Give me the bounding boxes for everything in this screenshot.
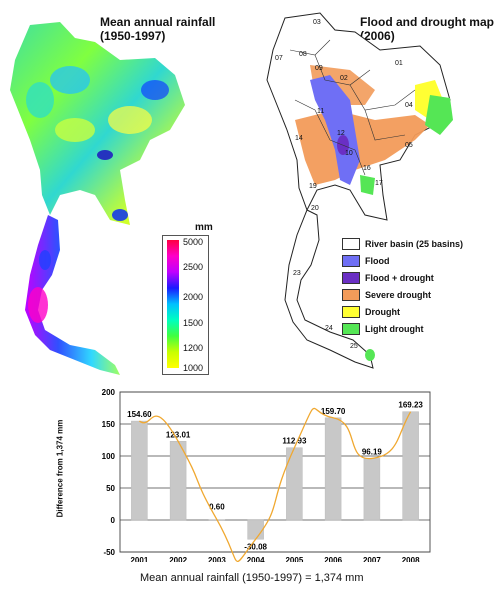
chart-y-tick-label: 200 — [102, 388, 116, 397]
basin-label-08: 08 — [299, 51, 307, 58]
legend-swatch — [342, 254, 360, 267]
legend-swatch — [342, 305, 360, 318]
colorbar-tick-1000: 1000 — [183, 363, 204, 373]
rainfall-title-line2: (1950-1997) — [100, 29, 166, 43]
chart-x-tick-label: 2005 — [285, 556, 303, 562]
chart-bar-2005 — [286, 447, 303, 521]
chart-x-tick-label: 2004 — [247, 556, 265, 562]
rainfall-title-line1: Mean annual rainfall — [100, 15, 216, 29]
colorbar-frame: 5000 2500 2000 1500 1200 1000 — [162, 235, 209, 375]
chart-value-label: 0.60 — [209, 503, 225, 512]
chart-bar-2004 — [247, 519, 264, 540]
rainfall-map-title: Mean annual rainfall (1950-1997) — [100, 15, 215, 43]
legend-item: Drought — [342, 304, 472, 319]
colorbar-tick-2500: 2500 — [183, 262, 204, 272]
legend-item: Severe drought — [342, 287, 472, 302]
chart-bar-2001 — [131, 420, 148, 521]
legend-label: Severe drought — [365, 289, 432, 300]
legend-swatch — [342, 237, 360, 250]
legend-label: Light drought — [365, 323, 424, 334]
chart-x-tick-label: 2008 — [402, 556, 420, 562]
colorbar-tick-1500: 1500 — [183, 318, 204, 328]
chart-value-label: 154.60 — [127, 410, 152, 419]
chart-y-axis-label: Difference from 1,374 mm — [55, 419, 65, 518]
chart-caption: Mean annual rainfall (1950-1997) = 1,374… — [140, 572, 364, 584]
legend-swatch — [342, 322, 360, 335]
light-drought-area — [425, 95, 453, 135]
legend-label: River basin (25 basins) — [365, 238, 464, 249]
basin-label-07: 07 — [275, 55, 283, 62]
chart-y-tick-label: -50 — [103, 548, 115, 557]
basin-label-02: 02 — [340, 75, 348, 82]
chart-value-label: 96.19 — [362, 447, 383, 456]
chart-plot-area — [119, 391, 431, 553]
colorbar-gradient — [167, 240, 179, 368]
basin-label-24: 24 — [325, 325, 333, 332]
chart-value-label: 169.23 — [398, 401, 423, 410]
colorbar-tick-5000: 5000 — [183, 237, 204, 247]
basin-label-14: 14 — [295, 135, 303, 142]
basin-label-23: 23 — [293, 270, 301, 277]
chart-x-tick-label: 2007 — [363, 556, 381, 562]
basin-label-04: 04 — [405, 102, 413, 109]
legend-label: Flood + drought — [365, 272, 434, 283]
chart-y-tick-label: 150 — [102, 420, 116, 429]
chart-bar-2006 — [324, 417, 342, 521]
flood-area — [310, 75, 360, 185]
chart-x-tick-label: 2006 — [324, 556, 342, 562]
legend-item: Light drought — [342, 321, 472, 336]
basin-label-05: 05 — [405, 142, 413, 149]
flood-drought-map: 03 07 08 09 02 01 04 05 11 12 10 14 16 1… — [266, 12, 453, 369]
chart-x-tick-label: 2002 — [169, 556, 187, 562]
chart-y-tick-label: 50 — [106, 484, 115, 493]
colorbar-tick-2000: 2000 — [183, 292, 204, 302]
rainfall-difference-chart: 200 150 100 50 0 -50 154.60 2001 123.01 2002 0.60 2… — [102, 388, 431, 562]
chart-bar-2008 — [402, 411, 419, 521]
chart-y-tick-label: 0 — [111, 516, 116, 525]
rainfall-north-region — [10, 22, 185, 225]
basin-label-09: 09 — [315, 65, 323, 72]
legend-item: River basin (25 basins) — [342, 236, 472, 251]
flood-title-line1: Flood and drought map — [360, 15, 494, 29]
colorbar-tick-1200: 1200 — [183, 343, 204, 353]
chart-y-tick-label: 100 — [102, 452, 116, 461]
basin-label-01: 01 — [395, 60, 403, 67]
flood-map-title: Flood and drought map (2006) — [360, 15, 494, 43]
chart-value-label: 123.01 — [166, 430, 191, 439]
chart-x-tick-label: 2001 — [130, 556, 148, 562]
basin-label-16: 16 — [363, 165, 371, 172]
legend-swatch — [342, 271, 360, 284]
chart-value-label: 112.93 — [282, 437, 307, 446]
legend-label: Drought — [365, 306, 400, 317]
flood-title-line2: (2006) — [360, 29, 395, 43]
colorbar-unit: mm — [195, 222, 213, 233]
flood-map-legend: River basin (25 basins) Flood Flood + drou… — [342, 236, 472, 338]
chart-bar-2002 — [169, 441, 187, 521]
basin-label-25: 25 — [350, 343, 358, 350]
basin-label-20: 20 — [311, 205, 319, 212]
legend-item: Flood + drought — [342, 270, 472, 285]
chart-bar-2007 — [363, 458, 381, 521]
rainfall-map — [10, 22, 185, 375]
basin-label-12: 12 — [337, 130, 345, 137]
basin-label-03: 03 — [313, 19, 321, 26]
legend-swatch — [342, 288, 360, 301]
chart-trend-line — [138, 407, 412, 562]
chart-value-label: 159.70 — [321, 407, 346, 416]
legend-item: Flood — [342, 253, 472, 268]
basin-label-19: 19 — [309, 183, 317, 190]
basin-label-17: 17 — [375, 180, 383, 187]
basin-label-11: 11 — [317, 108, 324, 115]
chart-x-tick-label: 2003 — [208, 556, 226, 562]
chart-value-label: -30.08 — [244, 542, 267, 551]
legend-label: Flood — [365, 255, 390, 266]
basin-label-10: 10 — [345, 150, 353, 157]
